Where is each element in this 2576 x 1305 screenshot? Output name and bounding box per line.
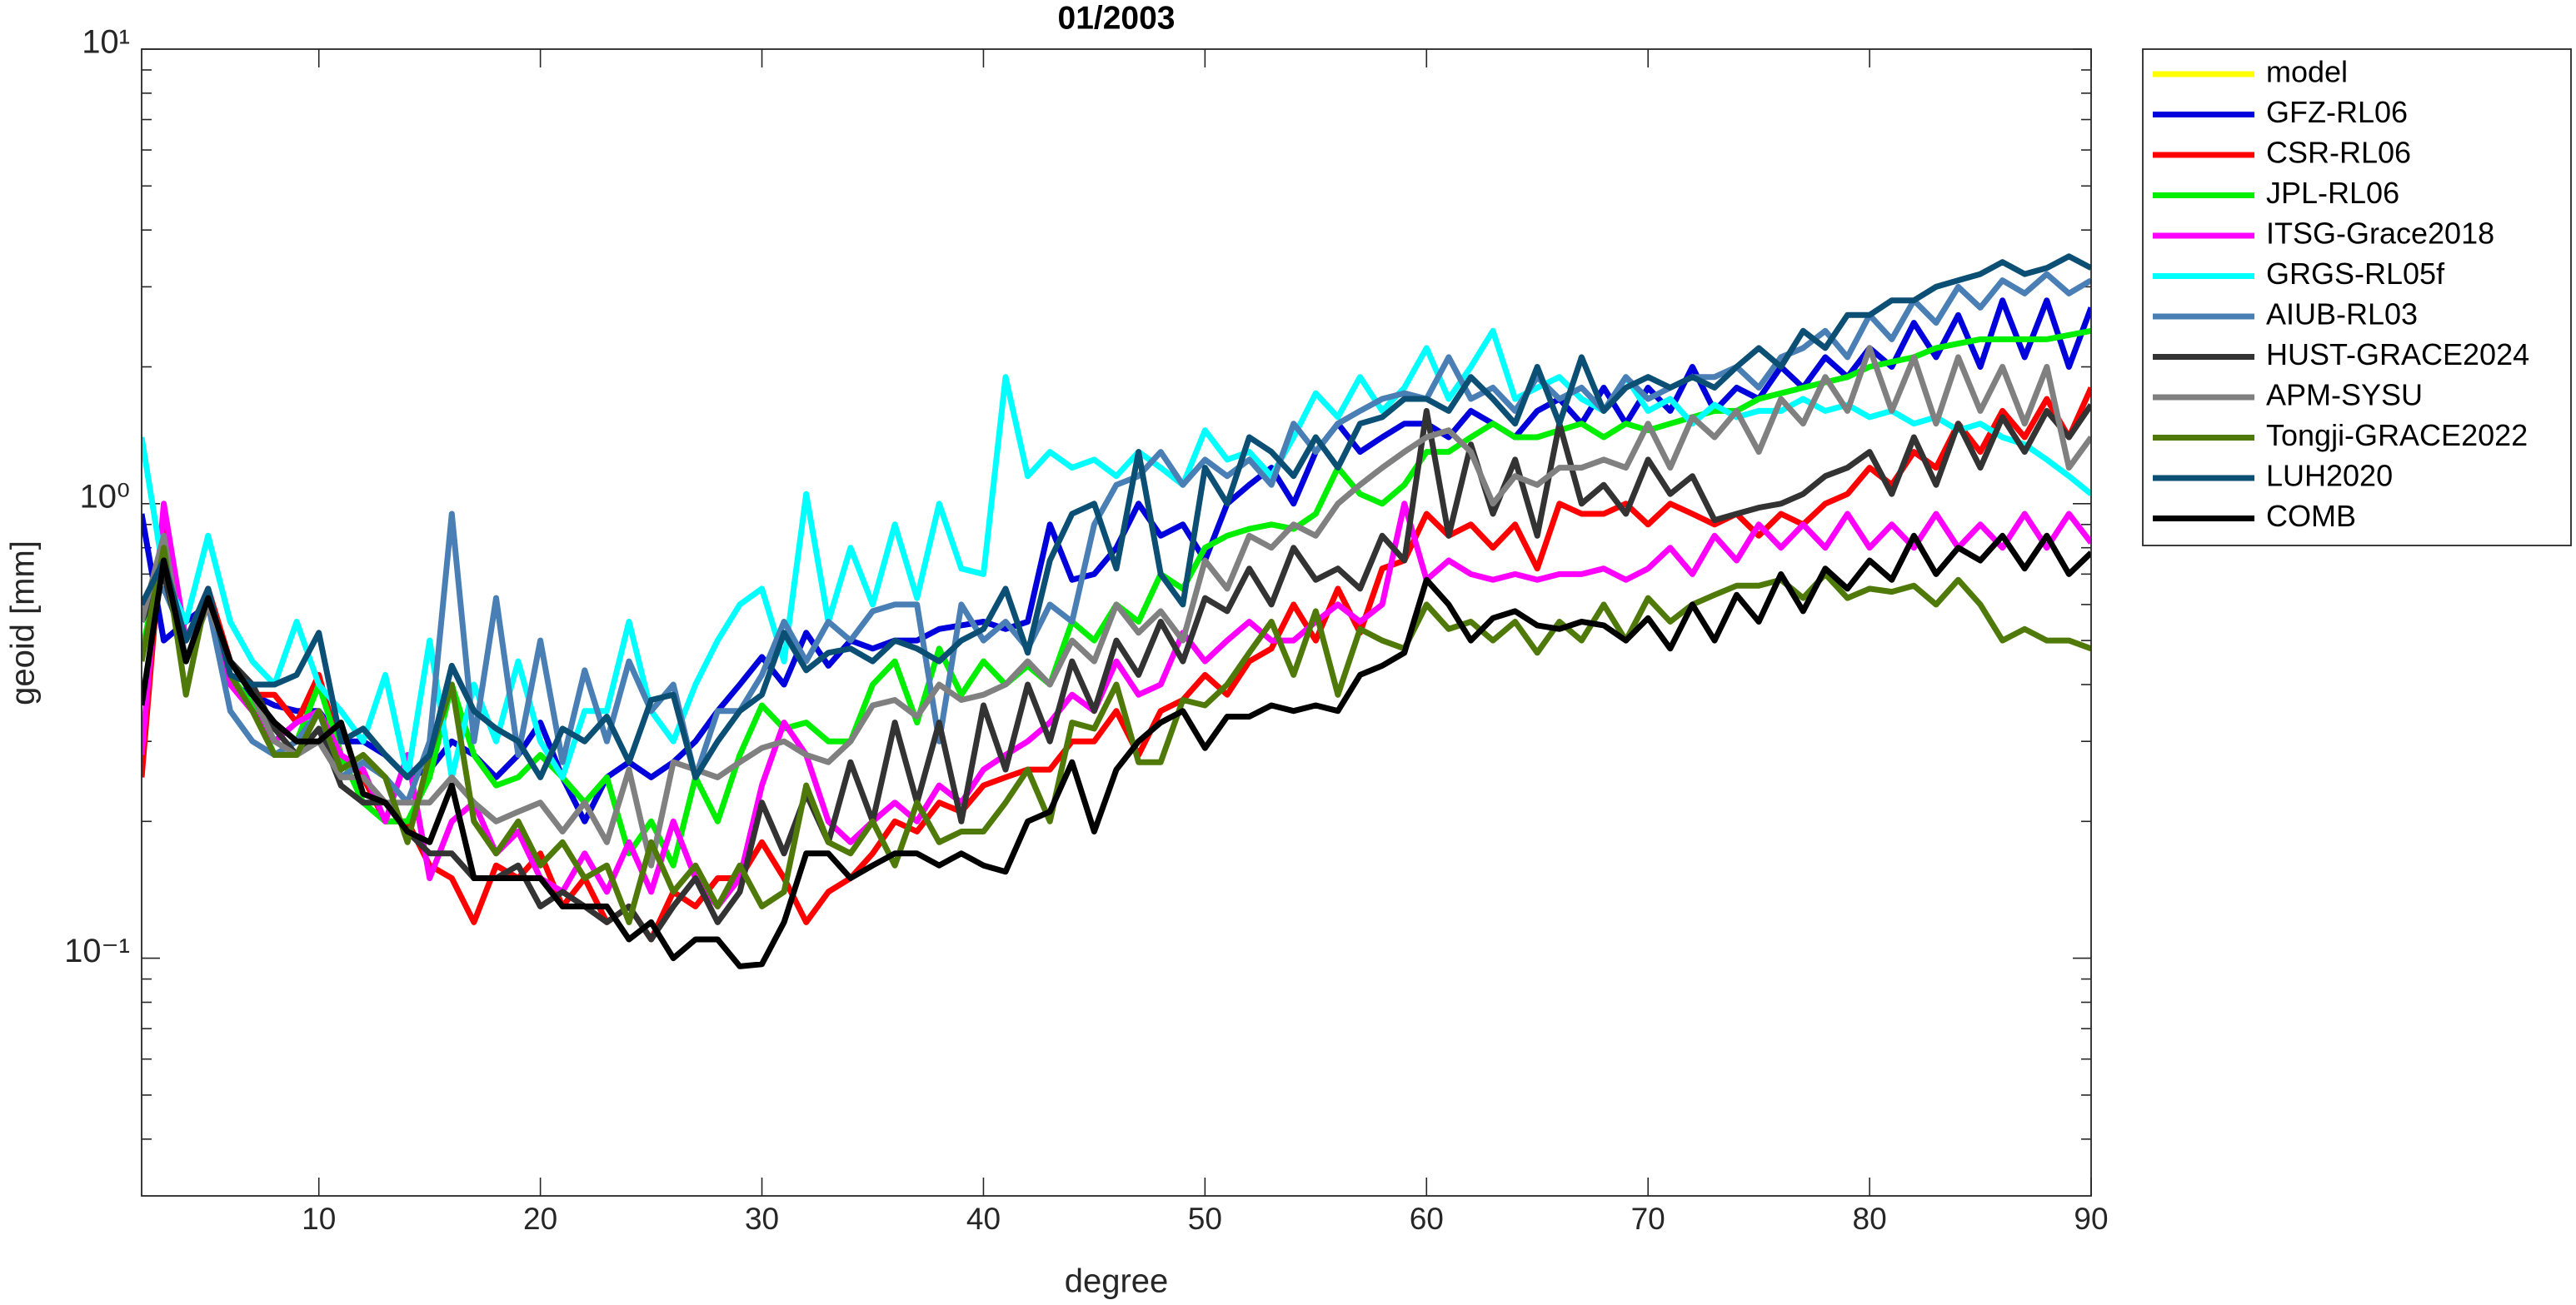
y-tick-label: 10¹ <box>82 24 130 61</box>
legend-label: Tongji-GRACE2022 <box>2266 418 2528 452</box>
y-tick-label: 10⁻¹ <box>64 933 130 969</box>
legend-label: APM-SYSU <box>2266 378 2423 412</box>
axes-box <box>141 48 2092 1197</box>
x-axis-label: degree <box>1065 1263 1169 1300</box>
legend-label: GRGS-RL05f <box>2266 257 2445 291</box>
legend-label: JPL-RL06 <box>2266 176 2399 210</box>
series-line <box>142 545 2091 925</box>
y-axis-label: geoid [mm] <box>5 540 42 705</box>
legend-label: ITSG-Grace2018 <box>2266 217 2494 251</box>
legend-label: LUH2020 <box>2266 459 2393 493</box>
x-tick-label: 10 <box>302 1202 336 1236</box>
y-tick-label: 10⁰ <box>79 478 130 515</box>
x-tick-label: 60 <box>1410 1202 1444 1236</box>
x-tick-label: 80 <box>1853 1202 1887 1236</box>
legend-label: AIUB-RL03 <box>2266 297 2418 331</box>
legend-label: model <box>2266 55 2348 89</box>
x-tick-label: 50 <box>1188 1202 1222 1236</box>
series-line <box>142 501 2091 909</box>
series-line <box>142 532 2091 969</box>
chart-title: 01/2003 <box>1058 0 1176 36</box>
series-line <box>142 253 2091 780</box>
legend-label: COMB <box>2266 499 2356 533</box>
series-line <box>142 297 2091 824</box>
legend-label: GFZ-RL06 <box>2266 95 2408 129</box>
x-tick-label: 40 <box>966 1202 1001 1236</box>
x-tick-label: 20 <box>523 1202 557 1236</box>
plot-lines <box>142 253 2091 969</box>
legend-box <box>2142 48 2572 546</box>
x-tick-label: 30 <box>745 1202 779 1236</box>
series-line <box>142 345 2091 869</box>
legend-label: HUST-GRACE2024 <box>2266 337 2529 371</box>
series-line <box>142 271 2091 806</box>
series-line <box>142 327 2091 780</box>
x-tick-label: 90 <box>2074 1202 2108 1236</box>
legend-label: CSR-RL06 <box>2266 136 2411 170</box>
series-line <box>142 403 2091 943</box>
x-tick-label: 70 <box>1631 1202 1665 1236</box>
